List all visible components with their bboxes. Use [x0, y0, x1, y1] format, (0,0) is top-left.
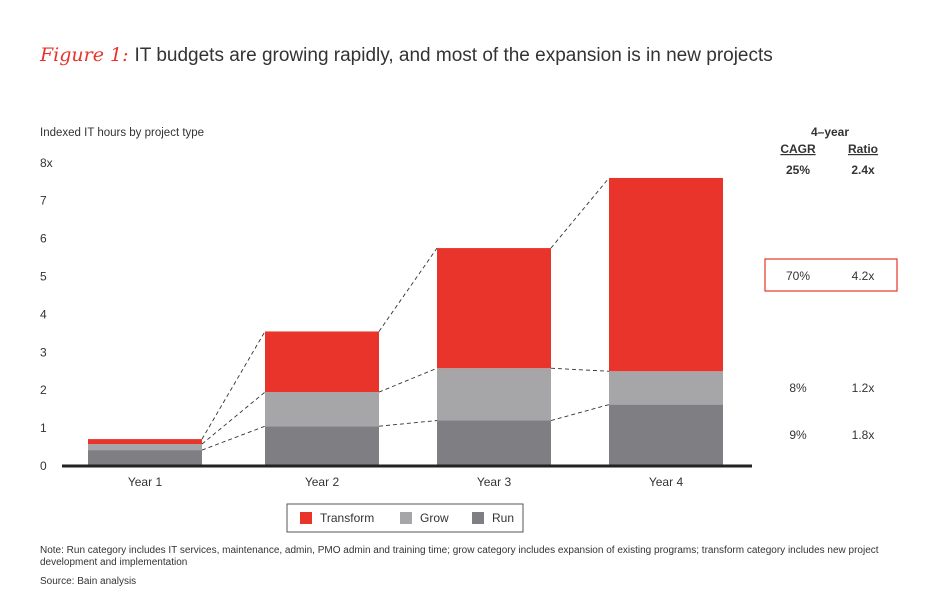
connector-line [550, 367, 610, 372]
cagr-header-col1: CAGR [780, 142, 816, 156]
cagr-transform: 70% [786, 269, 810, 283]
bar-transform [609, 177, 723, 372]
bar-grow [437, 368, 551, 421]
source-note: Source: Bain analysis [40, 576, 137, 587]
legend-label-grow: Grow [420, 511, 449, 525]
cagr-header-col2: Ratio [848, 142, 878, 156]
y-axis-ticks: 0 1 2 3 4 5 6 7 8x [40, 156, 53, 473]
y-tick-label: 5 [40, 270, 47, 284]
connector-line [378, 420, 438, 427]
chart-title: Figure 1: IT budgets are growing rapidly,… [40, 44, 773, 67]
x-tick-label: Year 3 [477, 475, 512, 489]
connector-line [378, 247, 438, 332]
legend-label-transform: Transform [320, 511, 374, 525]
bar-run [88, 450, 202, 466]
cagr-table: 4–year CAGR Ratio 25% 2.4x 70% 4.2x 8% 1… [764, 125, 898, 442]
ratio-run: 1.8x [852, 428, 875, 442]
y-axis-label: Indexed IT hours by project type [40, 127, 204, 139]
bar-grow [88, 444, 202, 451]
cagr-grow: 8% [789, 381, 807, 395]
bar-run [609, 404, 723, 466]
x-axis-ticks: Year 1 Year 2 Year 3 Year 4 [128, 475, 684, 489]
x-tick-label: Year 2 [305, 475, 340, 489]
y-tick-label: 8x [40, 156, 53, 170]
footnote: Note: Run category includes IT services,… [40, 545, 879, 568]
bar-run [437, 420, 551, 466]
x-tick-label: Year 1 [128, 475, 163, 489]
bar-transform [88, 439, 202, 445]
legend-swatch-transform [300, 512, 312, 524]
connector-line [378, 367, 438, 393]
x-tick-label: Year 4 [649, 475, 684, 489]
cagr-run: 9% [789, 428, 807, 442]
bar-transform [265, 331, 379, 393]
legend: Transform Grow Run [286, 503, 524, 533]
legend-swatch-run [472, 512, 484, 524]
cagr-header-top: 4–year [811, 125, 849, 139]
bar-grow [265, 392, 379, 427]
connector-line [201, 331, 266, 440]
bar-transform [437, 248, 551, 369]
legend-label-run: Run [492, 511, 514, 525]
y-tick-label: 1 [40, 421, 47, 435]
y-tick-label: 3 [40, 345, 47, 359]
y-tick-label: 0 [40, 459, 47, 473]
bars [88, 177, 723, 466]
bar-run [265, 426, 379, 466]
connector-line [550, 177, 610, 249]
y-tick-label: 7 [40, 194, 47, 208]
ratio-total-value: 2.4x [851, 163, 875, 177]
connector-line [201, 391, 266, 445]
cagr-total-value: 25% [786, 163, 810, 177]
y-tick-label: 4 [40, 307, 47, 321]
ratio-transform: 4.2x [852, 269, 875, 283]
transform-highlight-box [764, 258, 898, 292]
y-tick-label: 2 [40, 383, 47, 397]
connector-line [201, 425, 266, 451]
title-text: IT budgets are growing rapidly, and most… [134, 45, 773, 66]
y-tick-label: 6 [40, 232, 47, 246]
dashed-connectors [201, 177, 610, 451]
bar-grow [609, 371, 723, 405]
legend-swatch-grow [400, 512, 412, 524]
ratio-grow: 1.2x [852, 381, 875, 395]
figure-label: Figure 1: [40, 44, 129, 66]
connector-line [550, 404, 610, 421]
